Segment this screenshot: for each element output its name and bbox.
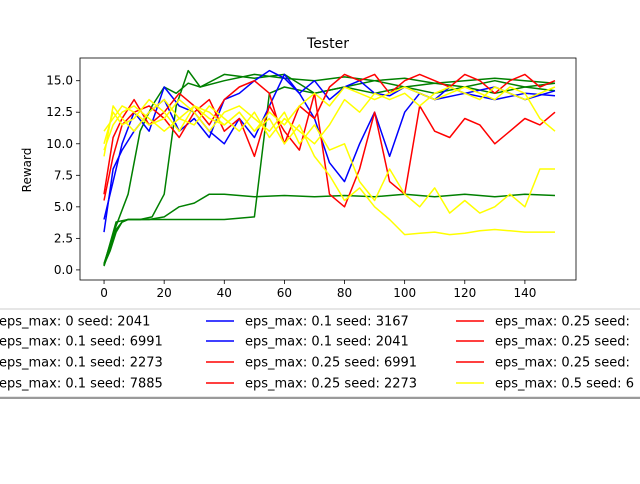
y-tick-label: 10.0 [46,137,73,151]
series-line-4 [103,69,556,233]
legend-frame [0,308,640,398]
plot-frame [79,57,577,281]
series-line-3 [103,69,556,266]
plot-area: 0 20 40 60 80 100 120 140 0.0 2.5 5.0 7.5 10.0 12.5 15… [46,57,577,300]
y-tick-label: 15.0 [46,74,73,88]
y-axis-label: Reward [20,148,34,193]
chart-title: Tester [306,36,349,52]
series-line-2 [103,73,556,264]
legend-label: eps_max: 0.25 seed: 2273 [245,377,417,392]
series-line-8 [103,98,555,236]
legend-label: eps_max: 0.1 seed: 3167 [245,315,409,330]
series-line-6 [103,92,556,208]
y-tick-label: 12.5 [46,105,73,119]
x-tick-label: 0 [100,286,108,300]
y-tick-label: 0.0 [54,263,73,277]
y-tick-label: 2.5 [54,231,73,245]
y-tick-label: 7.5 [54,168,73,182]
legend-label: eps_max: 0.25 seed: [495,335,630,350]
series-line-10 [103,98,555,214]
legend-label: eps_max: 0.1 seed: 6991 [0,335,163,350]
y-tick-label: 5.0 [54,200,73,214]
x-tick-label: 140 [513,286,536,300]
legend-label: eps_max: 0.25 seed: [495,315,630,330]
series-line-11 [103,86,556,151]
legend-label: eps_max: 0.25 seed: 6991 [245,356,417,371]
x-tick-label: 40 [217,286,232,300]
x-tick-label: 60 [277,286,292,300]
legend: eps_max: 0 seed: 2041 eps_max: 0.1 seed: … [0,308,640,399]
series-line-9 [103,86,556,157]
legend-label: eps_max: 0.5 seed: 6 [495,377,634,392]
legend-label: eps_max: 0 seed: 2041 [0,315,150,330]
x-tick-label: 80 [337,286,352,300]
legend-label: eps_max: 0.1 seed: 2041 [245,335,409,350]
series-line-7 [103,73,556,195]
x-tick-label: 100 [393,286,416,300]
x-tick-label: 20 [157,286,172,300]
legend-label: eps_max: 0.25 seed: [495,356,630,371]
legend-label: eps_max: 0.1 seed: 7885 [0,377,163,392]
x-tick-label: 120 [453,286,476,300]
legend-label: eps_max: 0.1 seed: 2273 [0,356,163,371]
